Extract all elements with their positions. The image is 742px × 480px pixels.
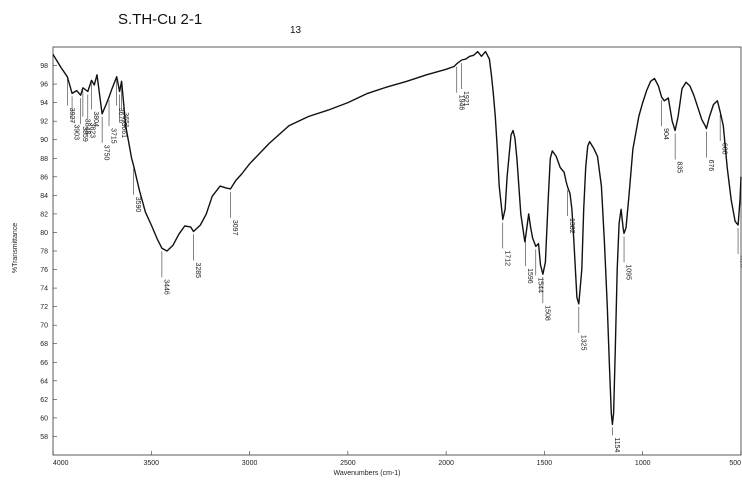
x-axis-label: Wavenumbers (cm-1) — [333, 470, 400, 477]
x-tick-label: 2000 — [438, 460, 454, 467]
peak-label: 1921 — [462, 91, 469, 107]
x-tick-label: 4000 — [53, 460, 69, 467]
y-tick-label: 98 — [40, 63, 48, 70]
peak-label: 1946 — [457, 95, 464, 111]
y-tick-label: 94 — [40, 100, 48, 107]
peak-label: 3903 — [73, 124, 80, 140]
x-tick-label: 2500 — [340, 460, 356, 467]
peak-label: 1508 — [543, 305, 550, 321]
series-line-transmittance — [52, 50, 742, 426]
y-tick-label: 80 — [40, 230, 48, 237]
y-tick-label: 72 — [40, 304, 48, 311]
peak-label: 1095 — [625, 264, 632, 280]
y-tick-label: 60 — [40, 415, 48, 422]
y-tick-label: 86 — [40, 174, 48, 181]
y-tick-label: 76 — [40, 267, 48, 274]
y-tick-label: 96 — [40, 82, 48, 89]
y-tick-label: 78 — [40, 249, 48, 256]
y-tick-label: 74 — [40, 286, 48, 293]
x-tick-label: 1000 — [635, 460, 651, 467]
peak-label: 3285 — [194, 263, 201, 279]
x-tick-label: 3000 — [242, 460, 258, 467]
y-axis-label: %Transmittance — [12, 223, 19, 273]
peak-label: 1712 — [503, 251, 510, 267]
peak-label: 3804 — [92, 111, 99, 127]
x-tick-label: 3500 — [143, 460, 159, 467]
chart-title: S.TH-Cu 2-1 — [118, 11, 202, 28]
peak-label: 3750 — [103, 145, 110, 161]
peak-label: 1544 — [536, 277, 543, 293]
peak-label: 3848 — [83, 119, 90, 135]
peak-label: 904 — [662, 128, 669, 140]
peak-label: 1382 — [568, 218, 575, 234]
peak-label: 3859 — [81, 126, 88, 142]
peak-label: 3097 — [231, 220, 238, 236]
peak-label: 606 — [721, 143, 728, 155]
y-tick-label: 64 — [40, 378, 48, 385]
y-tick-label: 92 — [40, 119, 48, 126]
peak-label: 3676 — [117, 108, 124, 124]
x-axis: 4000 3500 3000 2500 2000 1500 1000 500 — [52, 451, 742, 467]
y-tick-label: 58 — [40, 434, 48, 441]
y-tick-label: 84 — [40, 193, 48, 200]
peak-label: 676 — [707, 160, 714, 172]
x-tick-label: 1500 — [537, 460, 553, 467]
y-tick-label: 68 — [40, 341, 48, 348]
y-tick-label: 90 — [40, 137, 48, 144]
y-axis: 58 60 62 64 66 68 70 72 74 76 78 80 82 84 86 88 90 92 94 96… — [40, 63, 57, 441]
peak-label: 3446 — [162, 279, 169, 295]
peak-label: 1154 — [613, 437, 620, 452]
peak-label: 3823 — [88, 123, 95, 139]
y-tick-label: 62 — [40, 397, 48, 404]
peak-label: 3661 — [120, 123, 127, 139]
peak-label: 1325 — [579, 335, 586, 351]
peak-label: 3590 — [134, 197, 141, 213]
y-tick-label: 82 — [40, 211, 48, 218]
peak-label: 835 — [676, 162, 683, 174]
y-tick-label: 66 — [40, 360, 48, 367]
plot-area-frame — [52, 46, 742, 456]
y-tick-label: 88 — [40, 156, 48, 163]
peak-label: 3927 — [68, 108, 75, 124]
peak-label: 3715 — [110, 128, 117, 144]
y-tick-label: 70 — [40, 323, 48, 330]
peak-label: 515 — [739, 256, 742, 268]
chart-subtitle: 13 — [290, 25, 302, 36]
x-tick-label: 500 — [729, 460, 741, 467]
peak-label: 1596 — [526, 268, 533, 284]
